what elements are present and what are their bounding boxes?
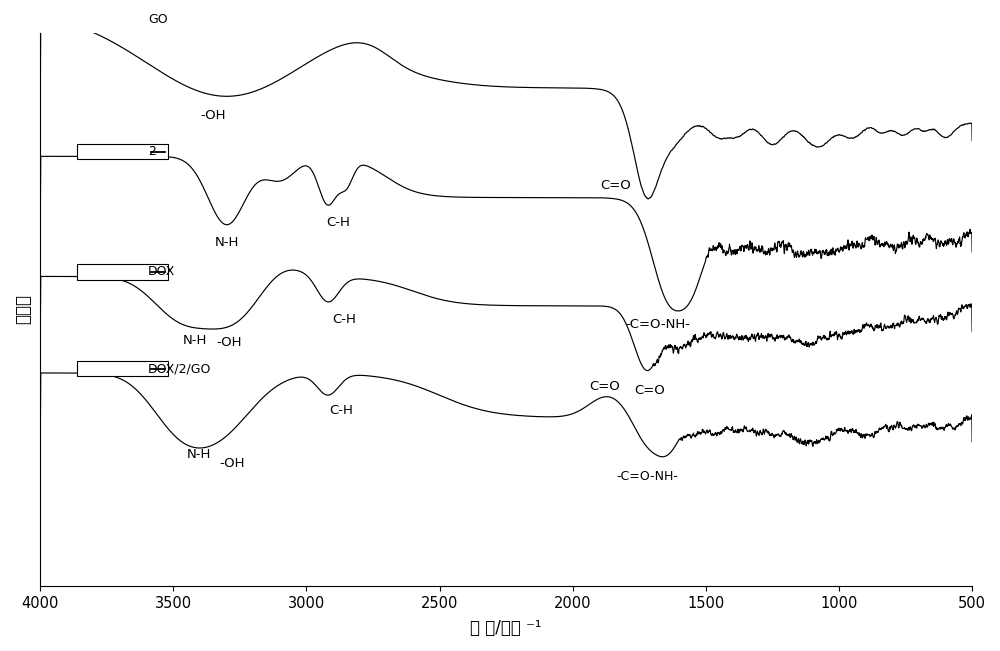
Bar <box>77 361 168 376</box>
Y-axis label: 透光率: 透光率 <box>14 294 32 324</box>
Text: C-H: C-H <box>326 216 350 229</box>
Text: -OH: -OH <box>201 109 226 122</box>
Text: N-H: N-H <box>214 236 239 249</box>
Text: DOX/2/GO: DOX/2/GO <box>148 362 211 375</box>
Text: C=O: C=O <box>635 384 665 397</box>
Text: N-H: N-H <box>187 448 211 461</box>
Bar <box>77 144 168 159</box>
Text: C-H: C-H <box>329 404 353 417</box>
Text: GO: GO <box>148 12 168 25</box>
Bar <box>77 264 168 279</box>
Text: N-H: N-H <box>183 334 207 347</box>
Text: -C=O-NH-: -C=O-NH- <box>616 470 678 483</box>
Text: C-H: C-H <box>332 313 356 326</box>
Text: 2: 2 <box>148 145 156 158</box>
Text: C=O: C=O <box>600 179 631 192</box>
Text: -OH: -OH <box>219 457 245 470</box>
Bar <box>77 12 168 27</box>
Text: -OH: -OH <box>217 337 242 350</box>
X-axis label: 波 数/厘米 ⁻¹: 波 数/厘米 ⁻¹ <box>470 619 542 637</box>
Text: DOX: DOX <box>148 266 175 279</box>
Text: C=O: C=O <box>589 380 620 393</box>
Text: -C=O-NH-: -C=O-NH- <box>625 318 690 331</box>
